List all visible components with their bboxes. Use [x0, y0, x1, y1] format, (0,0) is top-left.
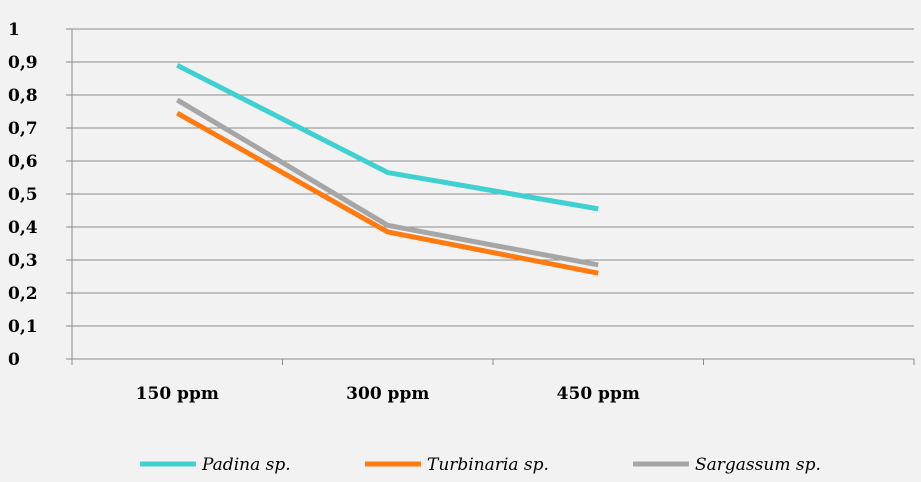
- legend-label: Sargassum sp.: [695, 455, 821, 475]
- y-tick-label: 0,9: [8, 53, 38, 73]
- y-tick-label: 0,2: [8, 284, 38, 304]
- gridlines: [66, 28, 914, 360]
- series-lines: [175, 63, 599, 276]
- y-tick-label: 0,5: [8, 185, 38, 205]
- series-line: [175, 97, 599, 268]
- series-line: [176, 63, 599, 212]
- x-tick-label: 300 ppm: [346, 384, 429, 404]
- axes: [71, 29, 915, 365]
- y-tick-label: 0,3: [8, 251, 38, 271]
- legend-label: Padina sp.: [201, 455, 291, 475]
- y-tick-label: 0: [8, 350, 20, 370]
- legend: Padina sp. Turbinaria sp. Sargassum sp.: [140, 455, 821, 475]
- y-tick-label: 0,8: [8, 86, 38, 106]
- legend-label: Turbinaria sp.: [427, 455, 549, 475]
- y-tick-label: 0,1: [8, 317, 38, 337]
- y-tick-label: 0,7: [8, 119, 38, 139]
- x-tick-label: 450 ppm: [557, 384, 640, 404]
- y-tick-label: 1: [8, 20, 20, 40]
- y-tick-label: 0,4: [8, 218, 38, 238]
- y-axis-tick-labels: 0 0,1 0,2 0,3 0,4 0,5 0,6 0,7 0,8 0,9 1: [8, 20, 38, 370]
- series-line: [176, 110, 599, 276]
- x-tick-label: 150 ppm: [136, 384, 219, 404]
- x-axis-tick-labels: 150 ppm 300 ppm 450 ppm: [136, 384, 640, 404]
- y-tick-label: 0,6: [8, 152, 38, 172]
